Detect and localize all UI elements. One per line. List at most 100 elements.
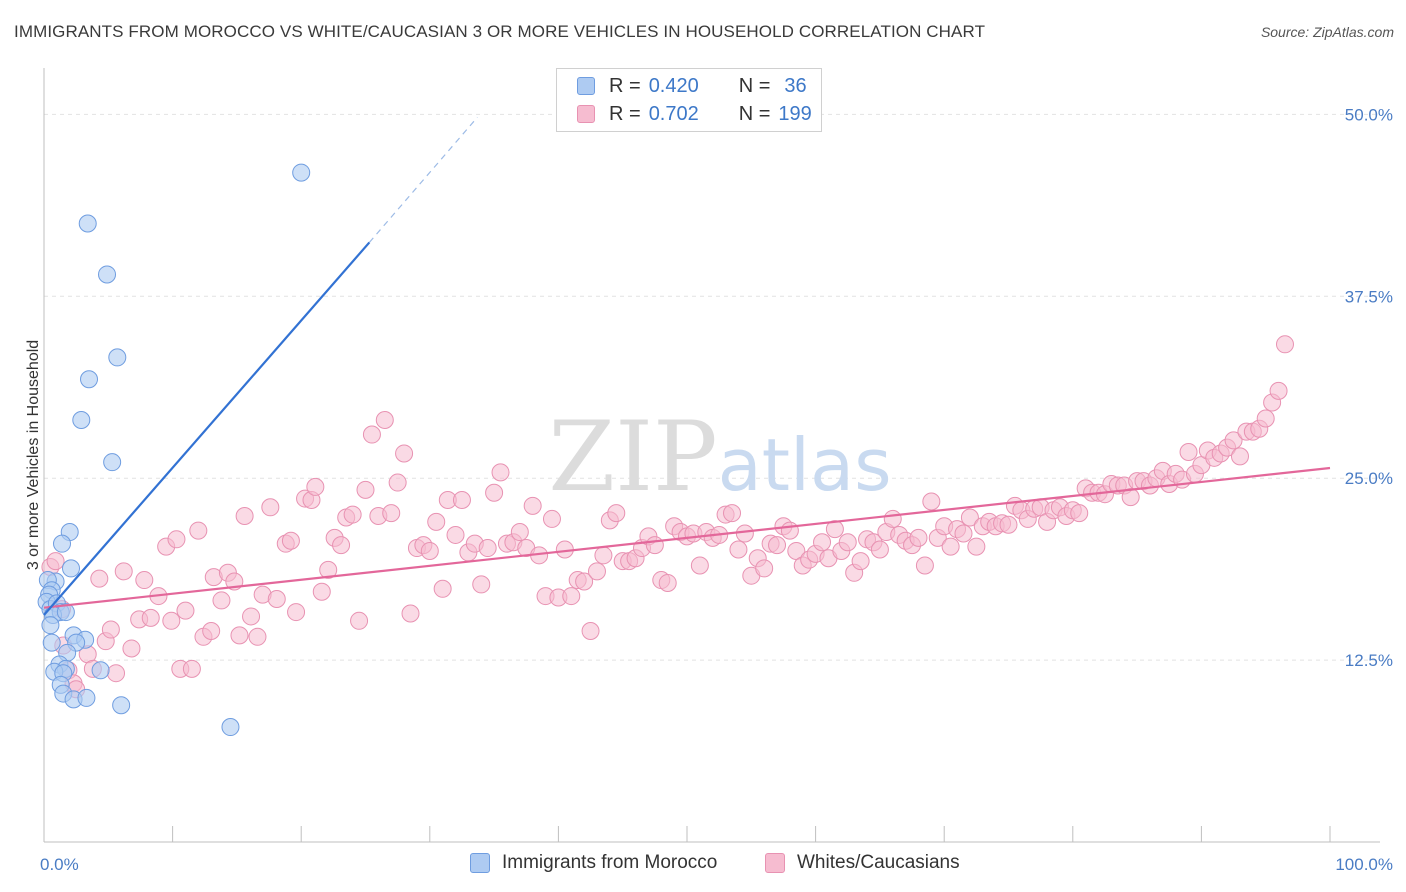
morocco-point-2 [98,265,117,284]
y-axis-label: 3 or more Vehicles in Household [25,340,42,570]
whites-point-21 [167,530,186,549]
whites-point-147 [967,537,986,556]
whites-point-40 [281,531,300,550]
whites-point-58 [395,444,414,463]
y-tick-label-1: 25.0% [1345,469,1393,488]
series-legend-label-whites: Whites/Caucasians [797,852,960,873]
morocco-points [37,163,311,737]
morocco-point-8 [53,534,72,553]
whites-point-145 [954,524,973,543]
whites-point-194 [1269,381,1288,400]
whites-point-24 [182,659,201,678]
grid-lines [44,113,1380,661]
watermark: ZIPatlas [548,401,891,513]
whites-point-23 [176,601,195,620]
whites-point-70 [472,575,491,594]
whites-point-163 [1070,504,1089,523]
chart-title: IMMIGRANTS FROM MOROCCO VS WHITE/CAUCASI… [14,22,986,41]
morocco-point-4 [80,370,99,389]
whites-point-76 [510,523,529,542]
whites-point-132 [870,540,889,559]
whites-caucasians-points [41,335,1294,699]
whites-point-63 [427,512,446,531]
whites-point-1 [46,552,65,571]
y-tick-label-3: 50.0% [1345,105,1393,124]
whites-point-25 [189,521,208,540]
whites-point-188 [1230,447,1249,466]
whites-point-138 [909,528,928,547]
whites-point-14 [122,639,141,658]
whites-point-152 [999,515,1018,534]
whites-point-88 [587,562,606,581]
whites-point-67 [452,491,471,510]
whites-point-73 [491,463,510,482]
whites-point-66 [446,525,465,544]
morocco-point-36 [221,718,240,737]
whites-point-99 [658,573,677,592]
morocco-point-34 [77,688,96,707]
whites-point-17 [141,608,160,627]
x-tick-label-1: 100.0% [1335,855,1393,874]
whites-point-59 [401,604,420,623]
whites-point-51 [350,611,369,630]
morocco-point-35 [112,696,131,715]
series-swatch-whites [765,853,785,873]
whites-point-9 [90,569,109,588]
whites-point-20 [162,611,181,630]
whites-point-89 [594,546,613,565]
x-tick-labels: 0.0% 100.0% [40,855,1393,874]
whites-point-56 [382,504,401,523]
whites-point-44 [306,477,325,496]
legend-swatch-morocco [577,77,595,95]
x-tick-label-0: 0.0% [40,855,79,874]
whites-point-118 [780,521,799,540]
whites-point-71 [478,539,497,558]
whites-point-13 [114,562,133,581]
whites-point-50 [343,505,362,524]
watermark-atlas: atlas [718,423,892,507]
legend-r-value-whites: 0.702 [648,102,699,125]
whites-point-29 [212,591,231,610]
whites-point-195 [1275,335,1294,354]
whites-point-12 [107,664,126,683]
whites-point-129 [851,552,870,571]
source-label: Source: ZipAtlas.com [1260,24,1394,40]
whites-point-84 [562,587,581,606]
morocco-point-29 [91,661,110,680]
whites-point-27 [202,621,221,640]
legend-n-value-morocco: 36 [784,74,807,97]
whites-point-123 [813,533,832,552]
trend-lines [43,116,1331,616]
whites-trend-line [43,466,1331,609]
whites-point-35 [248,627,267,646]
whites-point-140 [922,492,941,511]
legend-r-label: R = [609,74,641,97]
whites-point-109 [723,504,742,523]
whites-point-11 [101,620,120,639]
whites-point-52 [356,480,375,499]
morocco-trend-extension [368,116,478,243]
y-tick-labels: 12.5% 25.0% 37.5% 50.0% [1345,105,1393,670]
morocco-trend-line [43,241,371,616]
whites-point-45 [312,582,331,601]
y-tick-label-0: 12.5% [1345,651,1393,670]
whites-point-78 [523,496,542,515]
whites-point-110 [729,540,748,559]
morocco-point-5 [72,410,91,429]
whites-point-114 [755,559,774,578]
series-legend-whites[interactable]: Whites/Caucasians [765,852,960,874]
legend-r-value-morocco: 0.420 [648,74,699,97]
whites-point-146 [960,508,979,527]
whites-point-55 [375,410,394,429]
axes [43,68,1380,843]
whites-point-32 [230,626,249,645]
whites-point-127 [838,533,857,552]
whites-point-125 [825,520,844,539]
whites-point-57 [388,473,407,492]
series-legend-morocco[interactable]: Immigrants from Morocco [470,852,717,874]
legend-n-value-whites: 199 [778,102,812,125]
morocco-point-20 [41,616,60,635]
morocco-point-9 [62,559,81,578]
morocco-point-3 [108,348,127,367]
